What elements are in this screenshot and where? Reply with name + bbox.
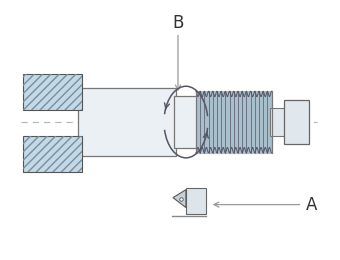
- Bar: [196, 91, 272, 153]
- Bar: [270, 108, 288, 136]
- Bar: [174, 96, 198, 148]
- Text: B: B: [172, 14, 184, 31]
- Bar: [22, 74, 82, 110]
- Text: A: A: [306, 196, 317, 214]
- Bar: [22, 74, 82, 110]
- Bar: [284, 100, 309, 144]
- Bar: [79, 88, 176, 156]
- Bar: [186, 188, 206, 213]
- Polygon shape: [173, 190, 186, 207]
- Bar: [22, 136, 82, 172]
- Bar: [22, 136, 82, 172]
